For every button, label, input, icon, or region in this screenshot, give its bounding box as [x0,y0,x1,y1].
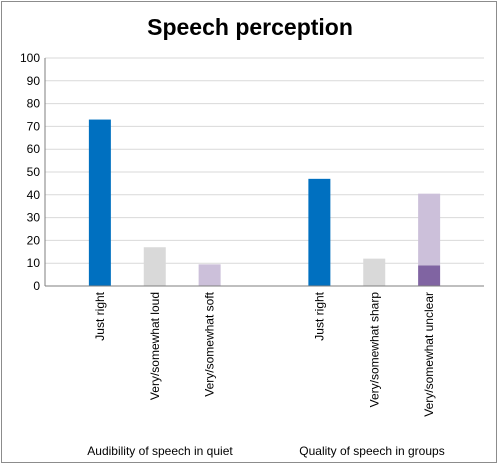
y-tick-label: 20 [27,233,41,247]
y-axis-tick-labels: 0 10 20 30 40 50 60 70 80 90 100 [20,51,40,293]
group-label: Quality of speech in groups [299,444,444,458]
bar [143,247,166,286]
y-tick-label: 10 [27,256,41,270]
category-label: Just right [312,291,326,340]
bar [198,264,221,286]
category-label: Just right [93,291,107,340]
bar [88,119,111,286]
category-label: Very/somewhat sharp [367,292,381,408]
chart-title: Speech perception [147,14,353,40]
y-tick-label: 40 [27,188,41,202]
y-tick-label: 80 [27,97,41,111]
category-label: Very/somewhat soft [203,291,217,396]
y-tick-label: 30 [27,211,41,225]
axes [44,58,484,287]
group-label: Audibility of speech in quiet [87,444,233,458]
y-tick-label: 70 [27,119,41,133]
y-tick-label: 0 [33,279,40,293]
y-tick-label: 90 [27,74,41,88]
bars [88,119,441,286]
category-label: Very/somewhat unclear [422,292,436,417]
bar [418,193,441,266]
y-tick-label: 100 [20,51,40,65]
bar [363,258,386,286]
bar [308,178,331,286]
group-labels: Audibility of speech in quiet Quality of … [87,444,444,458]
bar [418,265,441,286]
category-labels: Just right Very/somewhat loud Very/somewha… [93,291,436,416]
category-label: Very/somewhat loud [148,292,162,400]
gridlines [45,57,484,264]
y-tick-label: 50 [27,165,41,179]
y-tick-label: 60 [27,142,41,156]
